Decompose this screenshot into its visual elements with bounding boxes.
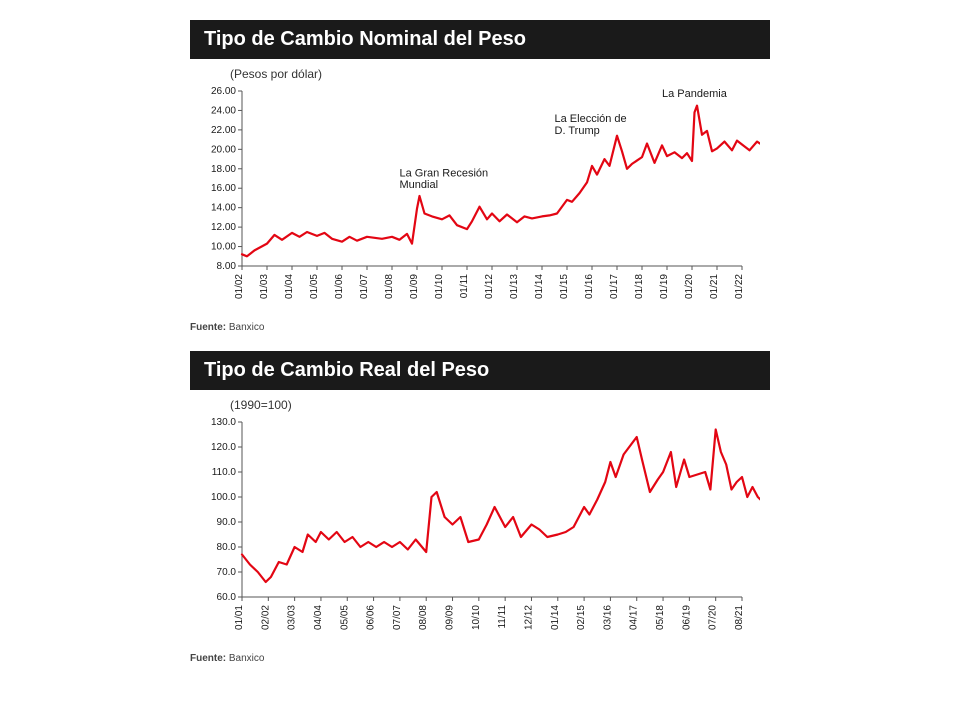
svg-text:Mundial: Mundial: [400, 179, 439, 191]
svg-text:22.00: 22.00: [211, 125, 236, 136]
svg-text:La Gran Recesión: La Gran Recesión: [400, 168, 489, 180]
svg-text:01/06: 01/06: [334, 274, 345, 299]
svg-text:03/16: 03/16: [602, 605, 613, 630]
svg-text:02/15: 02/15: [576, 605, 587, 630]
svg-text:01/05: 01/05: [309, 274, 320, 299]
svg-text:11/11: 11/11: [497, 605, 508, 629]
chart-subtitle-nominal: (Pesos por dólar): [230, 67, 770, 81]
chart-nominal: Tipo de Cambio Nominal del Peso (Pesos p…: [190, 20, 770, 333]
svg-text:01/11: 01/11: [459, 274, 470, 299]
svg-text:01/02: 01/02: [234, 274, 245, 299]
svg-text:La Pandemia: La Pandemia: [662, 88, 728, 100]
svg-text:01/12: 01/12: [484, 274, 495, 299]
svg-text:90.0: 90.0: [217, 517, 237, 528]
svg-text:D. Trump: D. Trump: [555, 125, 600, 137]
svg-text:12.00: 12.00: [211, 222, 236, 233]
svg-text:100.0: 100.0: [211, 492, 236, 503]
svg-text:09/09: 09/09: [445, 605, 456, 630]
svg-text:01/01: 01/01: [234, 605, 245, 630]
svg-text:02/02: 02/02: [260, 605, 271, 630]
svg-text:26.00: 26.00: [211, 86, 236, 97]
svg-text:01/10: 01/10: [434, 274, 445, 299]
svg-text:01/15: 01/15: [559, 274, 570, 299]
chart-source-real: Fuente: Banxico: [190, 653, 770, 664]
svg-text:La Elección de: La Elección de: [555, 113, 627, 125]
svg-text:08/21: 08/21: [734, 605, 745, 630]
source-value: Banxico: [229, 322, 265, 333]
svg-text:06/06: 06/06: [366, 605, 377, 630]
svg-text:08/08: 08/08: [418, 605, 429, 630]
svg-text:01/14: 01/14: [534, 274, 545, 299]
svg-text:24.00: 24.00: [211, 105, 236, 116]
source-label: Fuente:: [190, 653, 226, 664]
svg-text:12/12: 12/12: [523, 605, 534, 630]
svg-text:01/20: 01/20: [684, 274, 695, 299]
chart-source-nominal: Fuente: Banxico: [190, 322, 770, 333]
chart-plot-real: 60.0 70.0 80.0 90.0 100.0 110.0 120.0 130.0 01/0…: [190, 414, 770, 649]
source-label: Fuente:: [190, 322, 226, 333]
source-value: Banxico: [229, 653, 265, 664]
svg-text:01/17: 01/17: [609, 274, 620, 299]
svg-text:10.00: 10.00: [211, 242, 236, 253]
svg-text:01/21: 01/21: [709, 274, 720, 299]
svg-text:01/16: 01/16: [584, 274, 595, 299]
svg-text:10/10: 10/10: [471, 605, 482, 630]
svg-text:01/18: 01/18: [634, 274, 645, 299]
svg-text:01/22: 01/22: [734, 274, 745, 299]
svg-text:01/03: 01/03: [259, 274, 270, 299]
chart-real: Tipo de Cambio Real del Peso (1990=100) …: [190, 351, 770, 664]
svg-text:04/04: 04/04: [313, 605, 324, 630]
svg-text:03/03: 03/03: [287, 605, 298, 630]
chart-subtitle-real: (1990=100): [230, 398, 770, 412]
svg-text:04/17: 04/17: [629, 605, 640, 630]
svg-text:07/20: 07/20: [708, 605, 719, 630]
svg-text:01/19: 01/19: [659, 274, 670, 299]
chart-title-nominal: Tipo de Cambio Nominal del Peso: [190, 20, 770, 59]
svg-text:06/19: 06/19: [681, 605, 692, 630]
svg-text:120.0: 120.0: [211, 442, 236, 453]
svg-text:05/05: 05/05: [339, 605, 350, 630]
svg-text:01/07: 01/07: [359, 274, 370, 299]
svg-text:14.00: 14.00: [211, 203, 236, 214]
svg-text:16.00: 16.00: [211, 183, 236, 194]
svg-text:60.0: 60.0: [217, 592, 237, 603]
svg-text:20.00: 20.00: [211, 144, 236, 155]
svg-text:01/04: 01/04: [284, 274, 295, 299]
chart-title-real: Tipo de Cambio Real del Peso: [190, 351, 770, 390]
svg-text:01/13: 01/13: [509, 274, 520, 299]
svg-text:01/08: 01/08: [384, 274, 395, 299]
svg-text:110.0: 110.0: [212, 467, 237, 478]
svg-text:8.00: 8.00: [217, 261, 237, 272]
svg-text:01/09: 01/09: [409, 274, 420, 299]
chart-plot-nominal: 8.00 10.00 12.00 14.00 16.00 18.00 20.00 22.00 2…: [190, 83, 770, 318]
svg-text:07/07: 07/07: [392, 605, 403, 630]
svg-text:18.00: 18.00: [211, 164, 236, 175]
svg-text:80.0: 80.0: [217, 542, 237, 553]
svg-text:01/14: 01/14: [550, 605, 561, 630]
svg-text:130.0: 130.0: [211, 417, 236, 428]
svg-text:70.0: 70.0: [217, 567, 237, 578]
svg-text:05/18: 05/18: [655, 605, 666, 630]
